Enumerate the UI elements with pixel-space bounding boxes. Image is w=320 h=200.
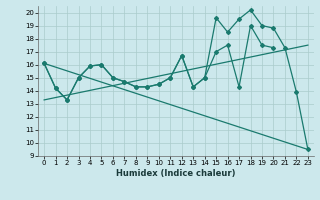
X-axis label: Humidex (Indice chaleur): Humidex (Indice chaleur) [116, 169, 236, 178]
